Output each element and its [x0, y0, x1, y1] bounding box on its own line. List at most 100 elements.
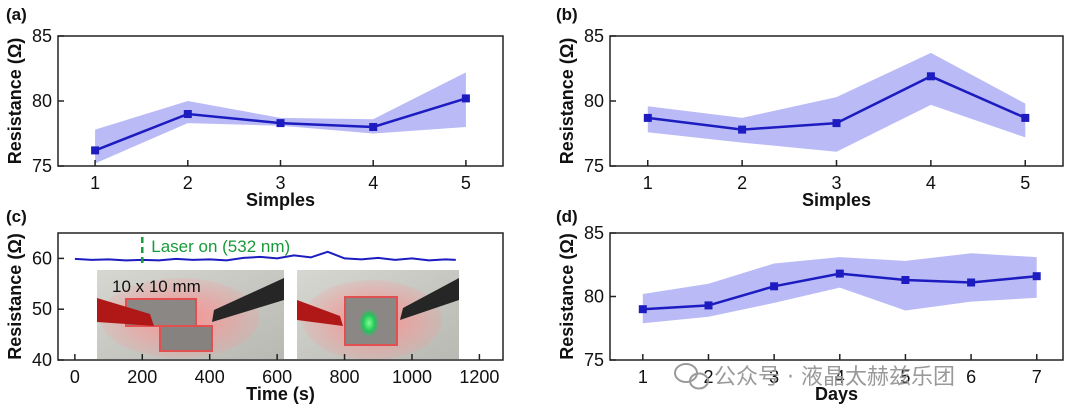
x-tick-label: 4 [835, 367, 845, 387]
data-point [1032, 272, 1041, 281]
x-tick-label: 1000 [392, 367, 432, 387]
y-tick-label: 60 [32, 248, 52, 268]
x-tick-label: 4 [368, 173, 378, 193]
data-point [461, 94, 470, 103]
y-tick-label: 75 [584, 350, 604, 370]
x-axis-title-d: Days [815, 384, 858, 404]
plot-frame-c [57, 232, 504, 361]
y-axis-title-a: Resistance (Ω) [5, 38, 25, 164]
y-axis-title-c: Resistance (Ω) [5, 233, 25, 359]
y-tick-label: 85 [584, 223, 604, 243]
x-tick-label: 400 [195, 367, 225, 387]
x-tick-label: 6 [966, 367, 976, 387]
black-probe-clip-icon [212, 278, 284, 322]
y-tick-layer: 40 50 60 [32, 248, 64, 370]
data-point [967, 278, 976, 287]
confidence-band-layer [642, 253, 1037, 324]
red-probe-clip-icon [297, 300, 343, 326]
confidence-band [647, 52, 1026, 152]
x-tick-label: 1 [643, 173, 653, 193]
confidence-band [95, 72, 466, 164]
x-tick-label: 600 [262, 367, 292, 387]
panel-label-a: (a) [6, 5, 27, 24]
y-tick-label: 80 [584, 91, 604, 111]
sample-size-label: 10 x 10 mm [112, 277, 201, 296]
x-tick-label: 1 [638, 367, 648, 387]
x-tick-label: 4 [926, 173, 936, 193]
x-tick-label: 2 [183, 173, 193, 193]
panel-a: (a) 1 2 3 4 5 75 80 85 Simples Resistance (Ω) [5, 5, 504, 210]
data-point [835, 269, 844, 278]
panel-b: (b) 1 2 3 4 5 75 80 85 Simples Resistance (Ω) [556, 5, 1064, 210]
sample-photo-left: 10 x 10 mm [97, 270, 284, 359]
data-point [276, 119, 285, 128]
data-point-layer [91, 94, 470, 155]
x-tick-label: 800 [330, 367, 360, 387]
confidence-band [642, 253, 1037, 324]
x-tick-label: 1 [90, 173, 100, 193]
x-tick-layer: 1 2 3 4 5 [90, 160, 471, 193]
y-tick-layer: 75 80 85 [584, 223, 616, 370]
x-axis-title-b: Simples [802, 190, 871, 210]
data-point [738, 125, 747, 134]
data-point [770, 282, 779, 291]
data-point [183, 110, 192, 118]
x-tick-label: 7 [1032, 367, 1042, 387]
y-tick-label: 80 [584, 287, 604, 307]
data-point-layer [643, 72, 1030, 134]
y-tick-label: 50 [32, 299, 52, 319]
x-tick-layer: 1 2 3 4 5 [643, 160, 1030, 193]
y-tick-label: 75 [584, 156, 604, 176]
y-tick-label: 85 [584, 26, 604, 46]
data-point [1021, 113, 1030, 122]
x-tick-layer: 1 2 3 4 5 6 7 [638, 354, 1042, 387]
data-point [638, 305, 647, 314]
panel-d: (d) 1 2 3 4 5 6 7 75 80 85 Days Resistance (Ω) [556, 207, 1064, 404]
series-line-layer [74, 250, 456, 262]
data-point [369, 123, 378, 131]
x-tick-label: 200 [127, 367, 157, 387]
panel-c: (c) 10 x 10 mm Laser on (532 nm) 0 200 400… [5, 207, 504, 404]
x-axis-title-c: Time (s) [246, 384, 315, 404]
y-axis-title-d: Resistance (Ω) [557, 233, 577, 359]
data-point [901, 276, 910, 284]
y-tick-layer: 75 80 85 [32, 26, 64, 176]
laser-on-annotation: Laser on (532 nm) [151, 237, 290, 256]
panel-label-b: (b) [556, 5, 578, 24]
x-axis-title-a: Simples [246, 190, 315, 210]
panel-label-d: (d) [556, 207, 578, 226]
y-tick-layer: 75 80 85 [584, 26, 616, 176]
x-tick-label: 2 [737, 173, 747, 193]
series-line [74, 250, 456, 262]
x-tick-label: 0 [70, 367, 80, 387]
confidence-band-layer [95, 72, 466, 164]
y-tick-label: 80 [32, 91, 52, 111]
red-probe-clip-icon [97, 298, 154, 326]
y-tick-label: 85 [32, 26, 52, 46]
data-point [832, 119, 841, 128]
x-tick-label: 3 [769, 367, 779, 387]
watermark: 公众号 · 液晶太赫兹乐团 [674, 363, 955, 390]
data-point-layer [638, 269, 1041, 314]
wechat-icon [674, 363, 709, 390]
laser-spot-icon [359, 309, 379, 337]
data-point [643, 113, 652, 122]
x-tick-layer: 0 200 400 600 800 1000 1200 [70, 354, 499, 387]
watermark-text: 公众号 · 液晶太赫兹乐团 [714, 365, 955, 390]
x-tick-label: 1200 [459, 367, 499, 387]
black-probe-clip-icon [400, 278, 459, 320]
x-tick-label: 5 [461, 173, 471, 193]
y-tick-label: 40 [32, 350, 52, 370]
x-tick-label: 3 [831, 173, 841, 193]
x-tick-label: 3 [275, 173, 285, 193]
x-tick-label: 5 [1020, 173, 1030, 193]
x-tick-label: 2 [703, 367, 713, 387]
y-tick-label: 75 [32, 156, 52, 176]
data-point [926, 72, 935, 81]
data-point [91, 146, 100, 155]
panel-label-c: (c) [6, 207, 27, 226]
x-tick-label: 5 [900, 367, 910, 387]
confidence-band-layer [647, 52, 1026, 152]
y-axis-title-b: Resistance (Ω) [557, 38, 577, 164]
